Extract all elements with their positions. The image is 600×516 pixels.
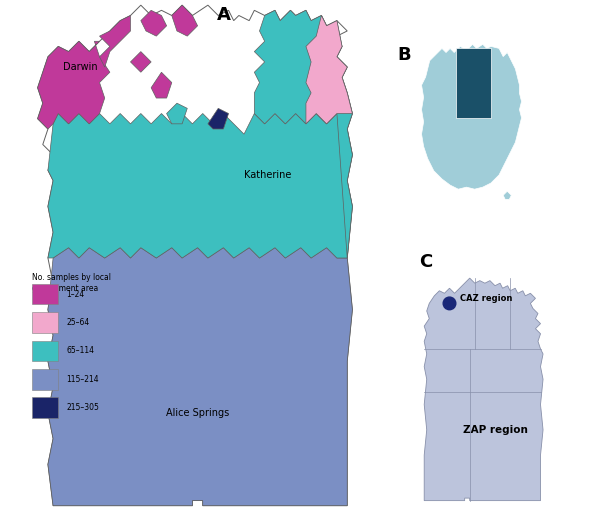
Text: No. samples by local
government area: No. samples by local government area — [32, 273, 112, 293]
Text: 115–214: 115–214 — [66, 375, 98, 384]
FancyBboxPatch shape — [32, 397, 58, 418]
Polygon shape — [141, 10, 167, 36]
Polygon shape — [48, 248, 352, 506]
Polygon shape — [503, 191, 511, 199]
Polygon shape — [172, 5, 197, 36]
Polygon shape — [424, 278, 543, 501]
FancyBboxPatch shape — [32, 341, 58, 361]
Polygon shape — [456, 49, 491, 118]
Polygon shape — [306, 15, 352, 124]
Polygon shape — [422, 44, 521, 189]
Text: Alice Springs: Alice Springs — [166, 408, 229, 418]
Text: Katherine: Katherine — [244, 170, 292, 181]
Text: C: C — [419, 253, 433, 271]
Circle shape — [443, 297, 456, 310]
Polygon shape — [38, 5, 352, 506]
Text: B: B — [397, 46, 411, 64]
FancyBboxPatch shape — [32, 312, 58, 333]
Text: A: A — [217, 7, 230, 24]
Text: Darwin: Darwin — [64, 62, 98, 72]
FancyBboxPatch shape — [32, 284, 58, 304]
Polygon shape — [48, 114, 352, 258]
Text: 25–64: 25–64 — [66, 318, 89, 327]
Polygon shape — [131, 52, 151, 72]
Polygon shape — [254, 10, 352, 258]
Polygon shape — [100, 15, 131, 67]
Text: 1–24: 1–24 — [66, 289, 84, 299]
FancyBboxPatch shape — [32, 369, 58, 390]
Text: 215–305: 215–305 — [66, 403, 99, 412]
Text: 65–114: 65–114 — [66, 346, 94, 356]
Polygon shape — [208, 108, 229, 129]
Polygon shape — [38, 41, 110, 129]
Text: ZAP region: ZAP region — [463, 425, 527, 435]
Text: CAZ region: CAZ region — [460, 294, 512, 303]
Polygon shape — [167, 103, 187, 124]
Polygon shape — [151, 72, 172, 98]
